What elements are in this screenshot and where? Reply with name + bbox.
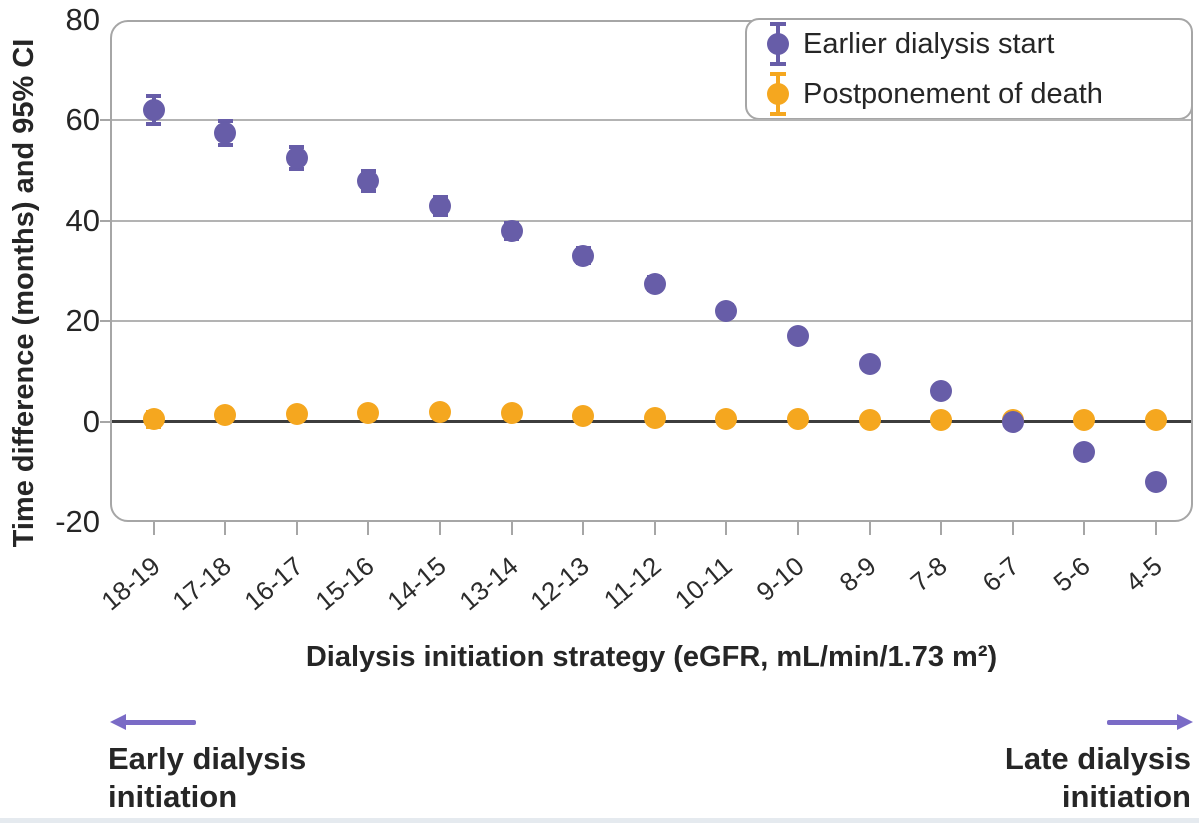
y-tick	[100, 420, 112, 423]
data-point	[1073, 409, 1096, 432]
data-point	[715, 407, 738, 430]
x-tick	[940, 522, 943, 535]
legend-item-earlier-dialysis-start: Earlier dialysis start	[767, 22, 1191, 66]
data-point	[1145, 470, 1167, 493]
legend: Earlier dialysis start Postponement of d…	[745, 18, 1193, 120]
y-tick-label: 60	[65, 102, 100, 138]
gridline	[112, 119, 1191, 122]
late-dialysis-line1: Late dialysis	[1004, 741, 1191, 776]
data-point	[285, 402, 308, 425]
data-point	[429, 194, 451, 217]
data-point	[1073, 440, 1096, 463]
x-tick	[510, 522, 513, 535]
y-tick	[100, 320, 112, 323]
early-dialysis-line1: Early dialysis	[108, 741, 307, 776]
data-point	[930, 380, 953, 403]
x-tick	[1011, 522, 1014, 535]
data-point	[787, 325, 809, 348]
purple-errorbar-marker-icon	[767, 22, 789, 66]
late-dialysis-line2: initiation	[1061, 779, 1191, 814]
x-tick	[439, 522, 441, 535]
y-axis-title: Time difference (months) and 95% CI	[8, 38, 40, 548]
data-point	[787, 408, 809, 431]
error-bar-cap	[217, 142, 233, 147]
y-tick-label: 40	[65, 202, 100, 238]
error-bar-cap	[146, 122, 162, 127]
error-bar-cap	[289, 145, 305, 149]
error-bar-cap	[217, 118, 233, 123]
data-point	[643, 406, 666, 429]
data-point	[858, 352, 881, 375]
error-bar-cap	[289, 167, 305, 172]
x-tick	[582, 522, 585, 535]
x-axis-title: Dialysis initiation strategy (eGFR, mL/m…	[305, 641, 998, 673]
legend-item-postponement-of-death: Postponement of death	[767, 72, 1191, 116]
y-tick-label: 20	[65, 303, 100, 339]
x-tick	[295, 522, 298, 535]
x-tick	[152, 522, 155, 535]
data-point	[572, 244, 595, 267]
data-point	[285, 147, 308, 170]
data-point	[1145, 409, 1167, 432]
arrow-left-icon	[110, 714, 196, 730]
y-tick-label: -20	[55, 504, 100, 539]
y-tick	[100, 219, 112, 222]
data-point	[500, 219, 523, 242]
early-dialysis-line2: initiation	[108, 779, 238, 814]
data-point	[142, 99, 165, 122]
data-point	[858, 408, 881, 431]
data-point	[214, 121, 237, 144]
data-point	[429, 401, 451, 424]
bottom-divider	[0, 818, 1199, 823]
x-tick	[1155, 522, 1157, 535]
data-point	[214, 404, 237, 427]
early-dialysis-annotation: Early dialysis initiation	[108, 740, 306, 816]
late-dialysis-annotation: Late dialysis initiation	[1005, 740, 1191, 816]
legend-label: Earlier dialysis start	[803, 27, 1055, 60]
gridline	[112, 320, 1191, 323]
x-tick	[367, 522, 370, 535]
legend-label: Postponement of death	[803, 77, 1103, 110]
data-point	[500, 402, 523, 425]
x-tick	[224, 522, 227, 535]
x-tick	[797, 522, 799, 535]
data-point	[142, 408, 165, 431]
x-tick	[1083, 522, 1086, 535]
data-point	[930, 408, 953, 431]
x-tick	[725, 522, 728, 535]
data-point	[643, 272, 666, 295]
x-tick	[868, 522, 871, 535]
data-point	[357, 401, 380, 424]
arrow-right-icon	[1107, 714, 1193, 730]
x-tick	[653, 522, 656, 535]
data-point	[572, 404, 595, 427]
data-point	[715, 300, 738, 323]
error-bar-cap	[146, 94, 162, 99]
y-tick	[100, 119, 112, 122]
gridline	[112, 219, 1191, 222]
orange-errorbar-marker-icon	[767, 72, 789, 116]
y-tick-label: 80	[65, 2, 100, 37]
data-point	[357, 169, 380, 192]
y-tick-label: 0	[82, 403, 100, 439]
data-point	[1001, 410, 1024, 433]
